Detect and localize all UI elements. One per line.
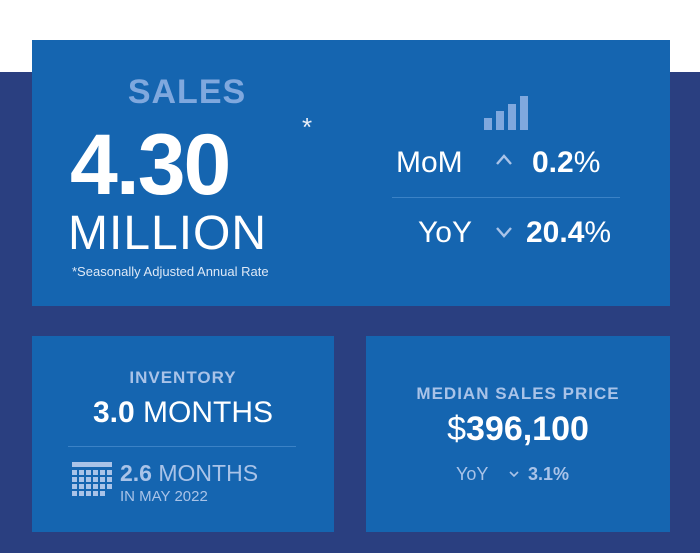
divider (392, 197, 620, 198)
sales-number: 4.30 (70, 117, 231, 213)
chevron-down-icon (509, 471, 519, 478)
sales-asterisk: * (302, 112, 313, 142)
mom-value: 0.2% (532, 146, 600, 180)
yoy-number: 20.4 (526, 216, 585, 249)
inventory-number: 3.0 (92, 396, 135, 429)
yoy-value: 20.4% (526, 216, 611, 250)
inventory-title: INVENTORY (129, 368, 237, 387)
inventory-previous: 2.6 MONTHS (120, 460, 258, 487)
median-price-panel: MEDIAN SALES PRICE $396,100 YoY 3.1% (366, 336, 670, 532)
sales-unit: MILLION (68, 207, 268, 260)
bar-chart-icon (484, 96, 528, 130)
inventory-value: 3.0 MONTHS (32, 396, 334, 430)
chevron-up-icon (496, 154, 512, 165)
median-price-title: MEDIAN SALES PRICE (416, 384, 620, 403)
inventory-panel: INVENTORY 3.0 MONTHS 2.6 MONTHS IN MAY 2… (32, 336, 334, 532)
median-price-yoy-label: YoY (456, 464, 489, 484)
sales-panel: SALES 4.30 * MILLION *Seasonally Adjuste… (32, 40, 670, 306)
chevron-down-icon (496, 227, 512, 238)
inventory-previous-number: 2.6 (120, 460, 152, 486)
mom-label: MoM (396, 146, 463, 179)
median-price-value: $396,100 (366, 410, 670, 449)
mom-number: 0.2 (532, 146, 574, 179)
yoy-percent-sign: % (584, 216, 612, 249)
divider (68, 446, 296, 447)
sales-title: SALES (127, 73, 247, 111)
median-price-yoy-value: 3.1% (528, 464, 570, 484)
calendar-icon (72, 462, 112, 496)
inventory-previous-unit: MONTHS (158, 460, 259, 486)
sales-footnote: *Seasonally Adjusted Annual Rate (72, 264, 269, 279)
inventory-unit: MONTHS (143, 396, 274, 429)
currency-symbol: $ (447, 410, 466, 448)
mom-percent-sign: % (573, 146, 601, 179)
yoy-label: YoY (418, 216, 472, 249)
median-price-number: 396,100 (466, 410, 589, 448)
inventory-previous-date: IN MAY 2022 (120, 488, 208, 505)
